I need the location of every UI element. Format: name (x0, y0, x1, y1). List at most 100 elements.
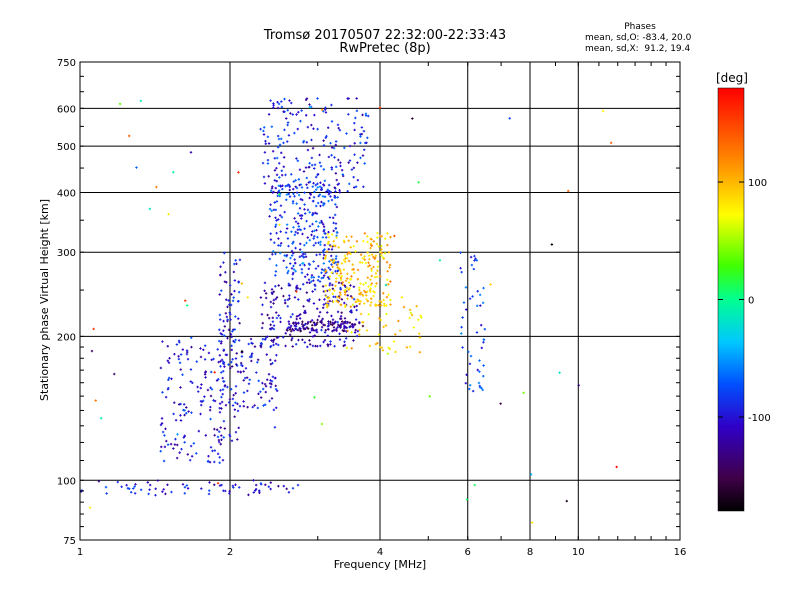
data-point (217, 339, 221, 343)
data-point (319, 164, 323, 168)
data-point (475, 331, 479, 334)
data-point (319, 188, 323, 191)
data-point (228, 433, 231, 437)
data-point (297, 298, 300, 301)
data-point (229, 366, 232, 370)
data-point (353, 271, 356, 275)
data-point (183, 413, 186, 417)
data-point (179, 353, 183, 356)
data-point (223, 384, 227, 387)
data-point (295, 284, 299, 288)
data-point (204, 434, 208, 437)
data-point (305, 326, 309, 329)
data-point (283, 299, 287, 302)
data-point (306, 125, 310, 129)
data-point (292, 180, 295, 183)
data-point (274, 252, 277, 256)
data-point (306, 345, 309, 349)
data-point (219, 360, 222, 363)
data-point (522, 391, 525, 395)
data-point (366, 276, 369, 279)
data-point (418, 351, 421, 354)
data-point (286, 108, 289, 112)
phases-o-stats: mean, sd,O: -83.4, 20.0 (585, 33, 692, 43)
data-point (480, 346, 484, 350)
data-point (225, 281, 228, 284)
data-point (270, 288, 274, 291)
data-point (352, 339, 355, 342)
data-point (242, 400, 245, 403)
data-point (159, 366, 163, 370)
data-point (167, 386, 170, 390)
data-point (315, 204, 318, 208)
data-point (382, 298, 385, 302)
data-point (328, 260, 331, 263)
data-point (223, 251, 226, 255)
data-point (384, 324, 388, 327)
data-point (323, 338, 327, 342)
data-point (147, 492, 150, 496)
data-point (322, 303, 325, 306)
data-point (338, 274, 341, 277)
data-point (346, 190, 349, 193)
data-point (276, 156, 279, 160)
data-point (349, 284, 352, 287)
data-point (332, 322, 336, 325)
data-point (217, 378, 220, 381)
data-point (380, 235, 383, 238)
data-point (343, 254, 347, 258)
data-point (358, 286, 361, 289)
data-point (340, 311, 343, 314)
data-point (479, 386, 482, 389)
data-point (334, 222, 338, 225)
data-point (223, 365, 226, 368)
data-point (277, 102, 281, 106)
data-point (277, 484, 280, 488)
data-point (220, 438, 223, 441)
data-point (355, 97, 358, 100)
data-point (330, 271, 334, 274)
data-point (259, 344, 262, 348)
data-point (364, 261, 368, 265)
data-point (322, 168, 325, 171)
data-point (380, 244, 383, 248)
data-point (312, 199, 315, 203)
data-point (330, 120, 334, 123)
data-point (278, 162, 281, 165)
data-point (275, 173, 279, 177)
data-point (270, 187, 274, 190)
data-point (221, 392, 224, 396)
data-point (349, 325, 352, 328)
data-point (335, 236, 338, 239)
data-point (332, 328, 336, 332)
data-point (291, 113, 294, 116)
tick-layer: 1 2 4 6 8 10 16 75 100 200 300 400 500 600 750 (57, 58, 686, 558)
data-point (221, 388, 225, 391)
data-point (338, 296, 341, 300)
data-point (387, 293, 390, 296)
data-point (366, 235, 369, 238)
data-point (473, 483, 476, 487)
data-point (479, 323, 483, 327)
data-point (139, 488, 143, 491)
data-point (282, 294, 285, 298)
data-point (341, 173, 344, 176)
data-point (316, 307, 319, 311)
data-point (464, 286, 468, 289)
data-point (280, 215, 284, 219)
data-point (340, 298, 344, 301)
data-point (313, 288, 317, 291)
data-point (224, 271, 227, 274)
data-point (420, 316, 423, 319)
data-point (174, 437, 177, 441)
data-point (337, 266, 340, 270)
data-point (270, 382, 273, 386)
data-point (310, 329, 314, 332)
data-point (468, 297, 472, 300)
data-point (285, 184, 289, 187)
data-point (250, 352, 254, 355)
data-point (326, 126, 330, 129)
data-point (178, 451, 181, 454)
data-point (322, 139, 325, 142)
data-point (287, 269, 290, 273)
